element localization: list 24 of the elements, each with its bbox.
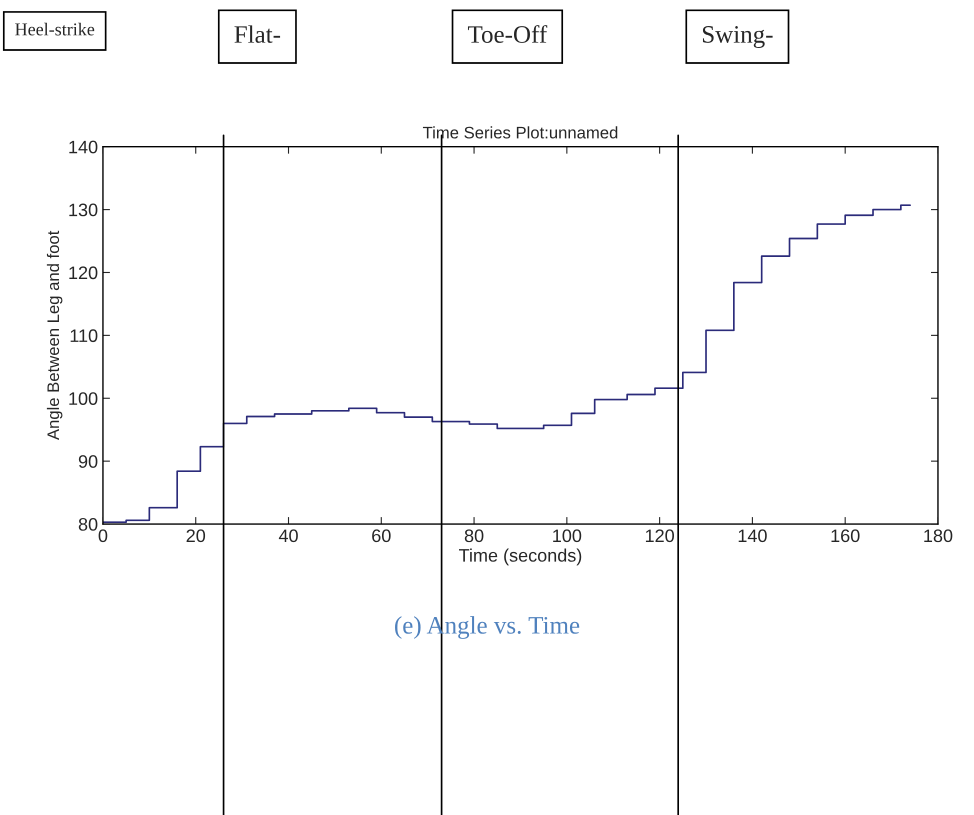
text: Flat- <box>234 25 280 43</box>
y-tick-label: 110 <box>70 329 98 342</box>
x-tick-label: 140 <box>738 529 767 542</box>
y-tick-label: 100 <box>69 392 98 405</box>
text: Swing- <box>702 26 773 48</box>
y-tick-label: 120 <box>69 266 98 280</box>
y-tick-label: 140 <box>69 140 98 154</box>
x-tick-label: 0 <box>98 529 108 542</box>
x-tick-label: 160 <box>832 529 860 542</box>
text: Heel-strike <box>15 22 94 36</box>
x-tick-label: 100 <box>553 529 582 542</box>
y-axis-title: Angle Between Leg and foot <box>46 230 62 440</box>
x-tick-label: 20 <box>186 529 206 542</box>
x-tick-label: 40 <box>278 529 298 542</box>
y-tick-label: 90 <box>78 455 98 468</box>
x-tick-label: 80 <box>464 529 484 542</box>
chart-title: Time Series Plot:unnamed <box>422 126 618 139</box>
y-tick-label: 80 <box>78 518 98 531</box>
x-tick-label: 60 <box>372 529 391 542</box>
y-tick-label: 130 <box>69 204 98 216</box>
x-tick-label: 120 <box>646 529 674 542</box>
text: Toe-Off <box>468 25 548 43</box>
x-tick-label: 180 <box>924 529 952 542</box>
x-axis-title: Time (seconds) <box>459 548 582 566</box>
